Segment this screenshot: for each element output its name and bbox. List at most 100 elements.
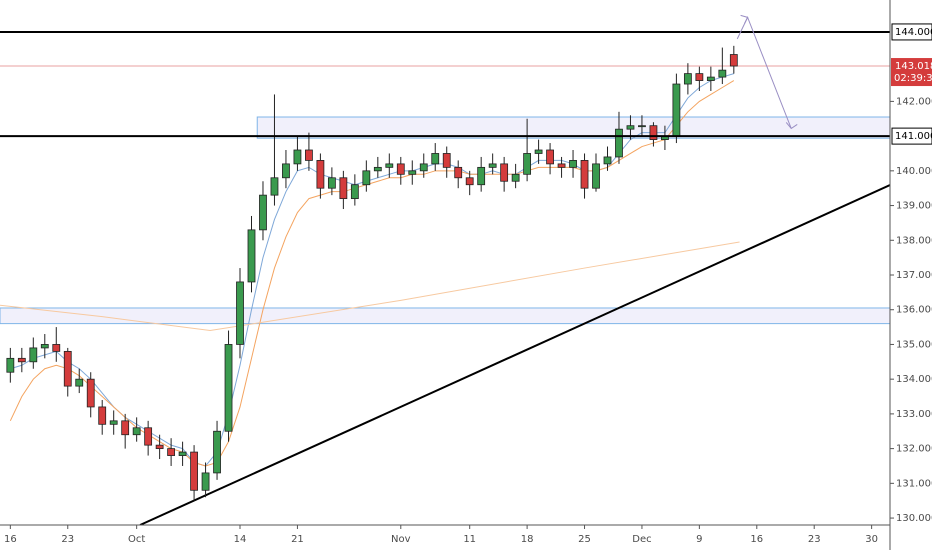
- y-tick-label: 130.000: [896, 513, 932, 524]
- candle-body: [86, 378, 95, 408]
- candle-body: [615, 128, 623, 158]
- candle-body: [167, 448, 176, 456]
- candle-body: [500, 163, 509, 182]
- y-tick-label: 138.000: [896, 235, 932, 246]
- candle-body: [695, 73, 704, 81]
- candle-body: [259, 194, 267, 231]
- candle-body: [190, 451, 198, 491]
- candle-body: [109, 420, 118, 425]
- x-tick-label: 18: [521, 534, 534, 545]
- candle-body: [75, 378, 84, 387]
- arrow: [736, 16, 792, 129]
- last-price-box: [891, 58, 932, 87]
- candle-body: [339, 177, 348, 200]
- x-tick-label: 9: [696, 534, 702, 545]
- price-axis-bg: [890, 0, 932, 550]
- candle-body: [224, 344, 233, 432]
- candle-body: [442, 153, 451, 168]
- x-tick-label: 30: [865, 534, 878, 545]
- level-label-box: [891, 127, 932, 145]
- x-tick-label: 11: [463, 534, 476, 545]
- y-tick-label: 132.000: [896, 444, 932, 455]
- y-tick-label: 139.000: [896, 201, 932, 212]
- candle-body: [247, 229, 256, 283]
- candle-body: [557, 163, 566, 168]
- level-label: 144.000: [895, 27, 932, 38]
- candle-body: [121, 420, 130, 436]
- candle-body: [270, 177, 279, 196]
- y-tick-label: 137.000: [896, 270, 932, 281]
- candle-body: [649, 125, 658, 140]
- candle-body: [327, 177, 336, 189]
- candle-body: [373, 166, 382, 172]
- candle-body: [603, 156, 612, 165]
- x-tick-label: Nov: [391, 534, 411, 545]
- moving-average: [9, 80, 735, 467]
- arrow-head: [740, 14, 749, 24]
- candle-body: [683, 73, 692, 85]
- last-price-label: 143.018: [895, 61, 932, 72]
- candle-body: [580, 160, 589, 189]
- x-tick-label: 16: [750, 534, 763, 545]
- countdown-label: 02:39:36: [894, 73, 932, 84]
- candle-body: [511, 173, 520, 182]
- x-tick-label: 21: [291, 534, 304, 545]
- trendline: [139, 184, 891, 526]
- candle-body: [523, 153, 532, 175]
- candle-body: [706, 76, 715, 81]
- y-tick-label: 140.000: [896, 166, 932, 177]
- candle-body: [454, 166, 463, 179]
- moving-average: [10, 73, 734, 467]
- candle-body: [63, 350, 72, 387]
- y-tick-label: 136.000: [896, 305, 932, 316]
- y-tick-label: 131.000: [896, 478, 932, 489]
- candle-body: [569, 160, 577, 168]
- candle-body: [132, 427, 141, 436]
- candle-body: [178, 451, 187, 456]
- candle-body: [350, 184, 359, 200]
- y-tick-label: 133.000: [896, 409, 932, 420]
- candle-body: [155, 444, 164, 450]
- candle-body: [52, 344, 61, 352]
- candle-body: [729, 54, 738, 67]
- candle-body: [396, 163, 405, 175]
- candle-body: [672, 83, 681, 137]
- candle-body: [293, 149, 302, 165]
- candle-body: [213, 430, 221, 474]
- candle-body: [362, 170, 371, 186]
- x-tick-label: 23: [61, 534, 74, 545]
- candle-body: [534, 149, 543, 154]
- candle-body: [144, 427, 153, 446]
- x-tick-label: 14: [234, 534, 247, 545]
- candle-body: [29, 347, 38, 363]
- candle-body: [477, 166, 486, 186]
- candle-body: [385, 163, 394, 168]
- x-tick-label: 23: [808, 534, 821, 545]
- candle-body: [638, 125, 646, 128]
- candle-body: [408, 170, 417, 175]
- candle-body: [305, 149, 313, 161]
- x-tick-label: Dec: [632, 534, 651, 545]
- level-label: 141.000: [895, 131, 932, 142]
- candle-body: [488, 163, 497, 168]
- candle-body: [17, 357, 26, 363]
- candle-body: [718, 69, 727, 78]
- candle-body: [431, 153, 440, 165]
- candle-body: [626, 125, 635, 130]
- y-tick-label: 134.000: [896, 374, 932, 385]
- x-tick-label: Oct: [128, 534, 145, 545]
- candle-body: [98, 406, 107, 425]
- candle-body: [201, 472, 210, 491]
- candle-body: [316, 160, 325, 189]
- candle-body: [546, 149, 554, 165]
- zone: [256, 116, 891, 139]
- candle-body: [6, 357, 15, 373]
- x-tick-label: 16: [4, 534, 17, 545]
- y-tick-label: 135.000: [896, 339, 932, 350]
- y-tick-label: 142.000: [896, 96, 932, 107]
- candle-body: [236, 281, 244, 345]
- candle-body: [419, 163, 428, 172]
- time-axis-bg: [0, 525, 890, 550]
